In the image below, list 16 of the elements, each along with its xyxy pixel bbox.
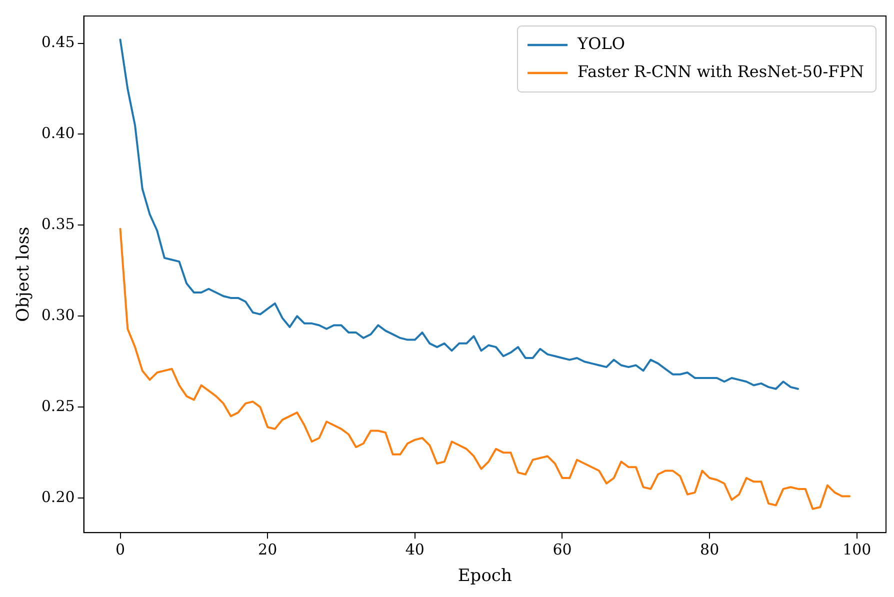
legend-label: Faster R-CNN with ResNet-50-FPN [578,62,864,82]
legend-label: YOLO [576,34,625,54]
x-tick-label: 40 [405,540,424,558]
x-tick-label: 80 [700,540,720,558]
x-tick-label: 60 [552,540,572,558]
x-tick-label: 20 [258,540,278,558]
y-tick-label: 0.25 [41,396,75,415]
y-tick-label: 0.45 [41,33,75,52]
y-tick-label: 0.30 [41,306,75,324]
y-tick-label: 0.35 [41,215,75,234]
x-tick-label: 0 [115,540,126,558]
x-axis-title: Epoch [458,566,512,586]
y-tick-label: 0.20 [41,488,75,506]
y-tick-label: 0.40 [41,124,75,142]
x-tick-label: 100 [842,540,872,558]
y-axis-title: Object loss [14,226,34,322]
